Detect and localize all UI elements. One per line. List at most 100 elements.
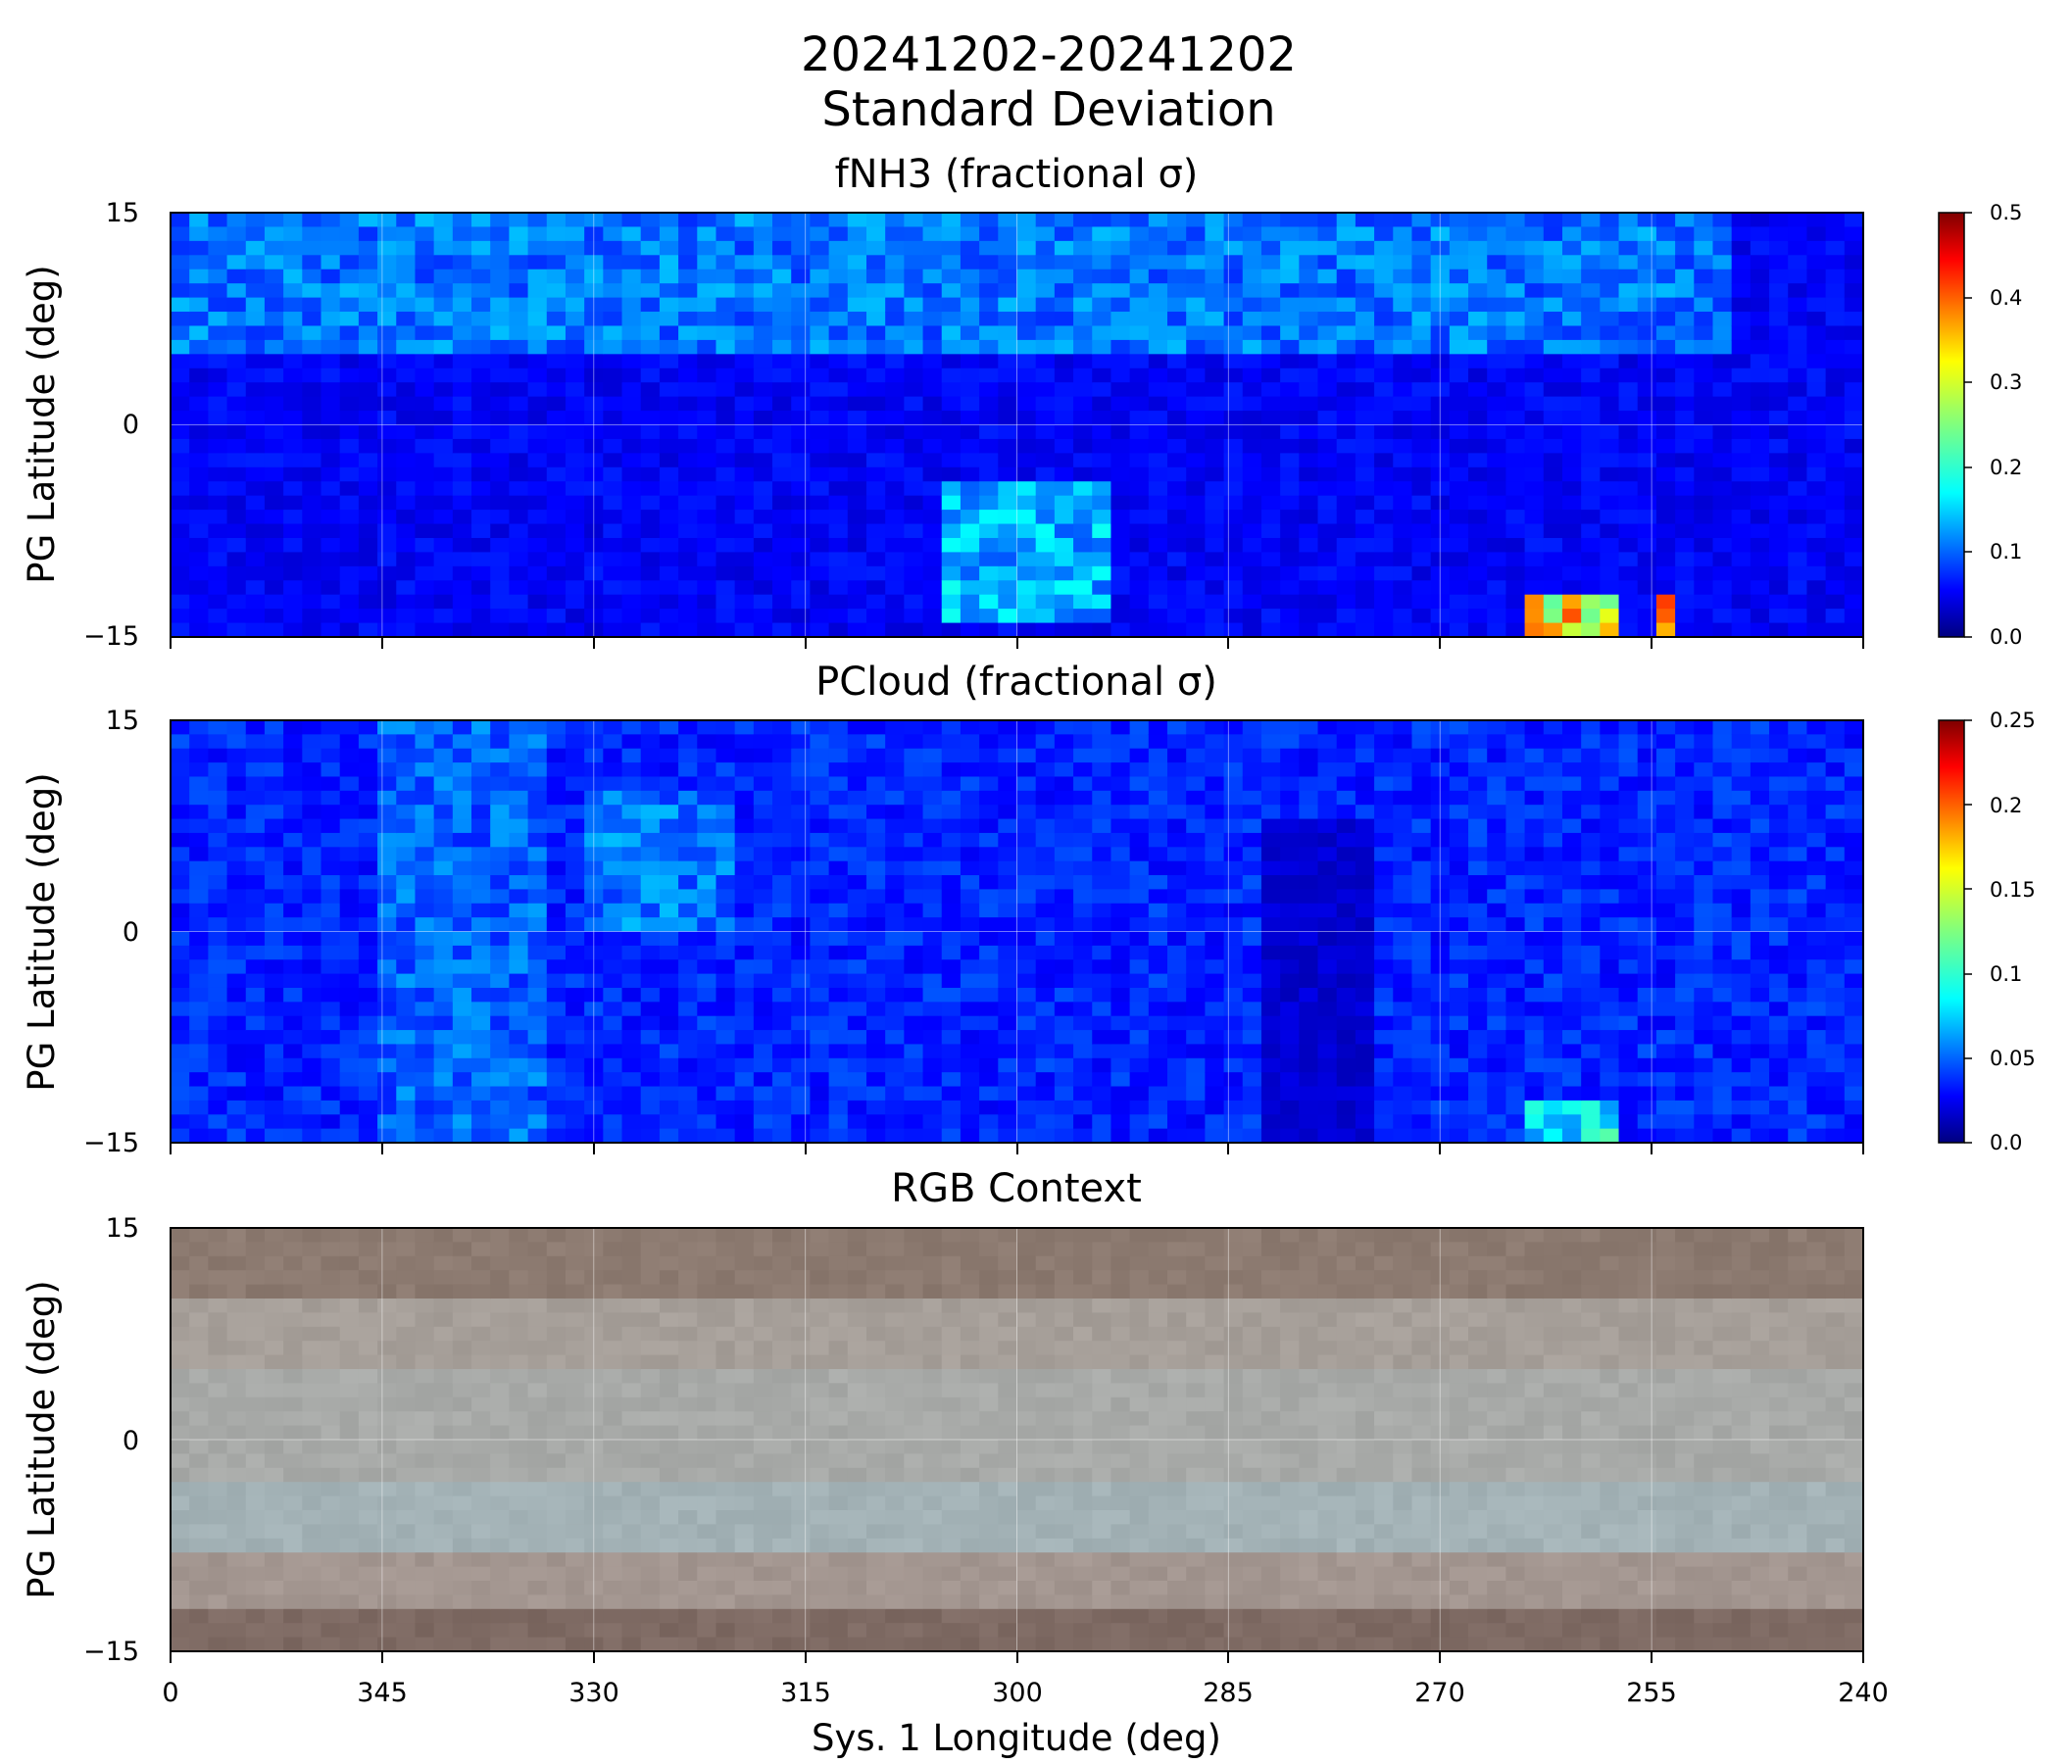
heatmap-cell [452, 1100, 472, 1115]
heatmap-cell [1223, 762, 1244, 778]
heatmap-cell [1543, 622, 1563, 638]
heatmap-cell [1468, 973, 1488, 989]
heatmap-cell [189, 312, 209, 327]
heatmap-cell [697, 1044, 717, 1059]
heatmap-cell [339, 396, 360, 412]
heatmap-cell [1618, 552, 1639, 567]
heatmap-cell [1731, 312, 1751, 327]
heatmap-cell [960, 973, 980, 989]
heatmap-cell [960, 240, 980, 256]
heatmap-cell [283, 734, 303, 750]
heatmap-cell [885, 805, 905, 820]
heatmap-cell [189, 565, 209, 581]
heatmap-cell [1299, 875, 1319, 890]
heatmap-cell [904, 354, 924, 369]
heatmap-cell [1260, 269, 1281, 284]
heatmap-cell [885, 609, 905, 624]
heatmap-cell [377, 580, 397, 596]
heatmap-cell [791, 297, 812, 313]
heatmap-cell [1374, 537, 1394, 553]
heatmap-cell [1336, 609, 1357, 624]
heatmap-cell [1468, 1072, 1488, 1088]
heatmap-cell [1260, 411, 1281, 426]
heatmap-cell [941, 339, 962, 355]
heatmap-cell [715, 424, 736, 440]
heatmap-cell [941, 1086, 962, 1102]
heatmap-cell [1242, 283, 1262, 299]
heatmap-cell [1543, 959, 1563, 975]
heatmap-cell [1374, 1072, 1394, 1088]
heatmap-cell [1468, 860, 1488, 876]
heatmap-cell [1694, 339, 1714, 355]
heatmap-cell [678, 594, 698, 610]
heatmap-cell [1468, 1057, 1488, 1073]
heatmap-cell [1393, 354, 1413, 369]
heatmap-cell [621, 1128, 642, 1144]
heatmap-cell [1280, 734, 1300, 750]
heatmap-cell [1524, 481, 1545, 497]
heatmap-cell [1637, 552, 1657, 567]
heatmap-cell [1561, 269, 1582, 284]
heatmap-cell [283, 283, 303, 299]
heatmap-cell [1129, 226, 1150, 242]
heatmap-cell [471, 1002, 491, 1017]
heatmap-cell [810, 959, 830, 975]
heatmap-cell [1186, 297, 1206, 313]
heatmap-cell [1505, 734, 1526, 750]
heatmap-cell [321, 1057, 341, 1073]
heatmap-cell [1186, 495, 1206, 511]
heatmap-cell [659, 1002, 679, 1017]
heatmap-cell [922, 1114, 943, 1130]
heatmap-cell [1260, 297, 1281, 313]
heatmap-cell [264, 396, 284, 412]
heatmap-cell [1355, 917, 1375, 933]
heatmap-cell [1430, 973, 1451, 989]
heatmap-cell [1430, 580, 1451, 596]
heatmap-cell [302, 1030, 322, 1046]
colorbar-tick: 0.5 [1990, 201, 2022, 224]
heatmap-cell [377, 481, 397, 497]
heatmap-cell [960, 382, 980, 398]
heatmap-cell [546, 622, 567, 638]
heatmap-cell [1223, 297, 1244, 313]
heatmap-cell [979, 622, 999, 638]
heatmap-cell [998, 917, 1018, 933]
heatmap-cell [1505, 945, 1526, 960]
heatmap-cell [171, 368, 190, 383]
heatmap-cell [1411, 622, 1432, 638]
heatmap-cell [772, 734, 792, 750]
heatmap-cell [697, 565, 717, 581]
heatmap-cell [1223, 283, 1244, 299]
heatmap-cell [753, 945, 773, 960]
heatmap-cell [621, 354, 642, 369]
heatmap-cell [471, 622, 491, 638]
heatmap-cell [1186, 875, 1206, 890]
heatmap-cell [1035, 762, 1056, 778]
heatmap-cell [1092, 931, 1112, 947]
heatmap-cell [791, 973, 812, 989]
heatmap-cell [321, 339, 341, 355]
heatmap-cell [1054, 945, 1074, 960]
heatmap-cell [245, 931, 266, 947]
heatmap-cell [396, 818, 417, 834]
heatmap-cell [226, 510, 247, 525]
heatmap-cell [1260, 495, 1281, 511]
heatmap-cell [509, 1100, 529, 1115]
heatmap-cell [753, 931, 773, 947]
heatmap-cell [1411, 847, 1432, 862]
heatmap-cell [377, 959, 397, 975]
heatmap-cell [1167, 1057, 1187, 1073]
heatmap-cell [189, 297, 209, 313]
heatmap-cell [1035, 396, 1056, 412]
heatmap-cell [885, 1128, 905, 1144]
heatmap-cell [1411, 1114, 1432, 1130]
heatmap-cell [1561, 580, 1582, 596]
heatmap-cell [396, 987, 417, 1003]
heatmap-cell [1092, 466, 1112, 482]
heatmap-cell [245, 748, 266, 763]
heatmap-cell [1016, 580, 1037, 596]
heatmap-cell [1675, 510, 1695, 525]
heatmap-cell [998, 1086, 1018, 1102]
heatmap-cell [1637, 411, 1657, 426]
heatmap-cell [1524, 1114, 1545, 1130]
